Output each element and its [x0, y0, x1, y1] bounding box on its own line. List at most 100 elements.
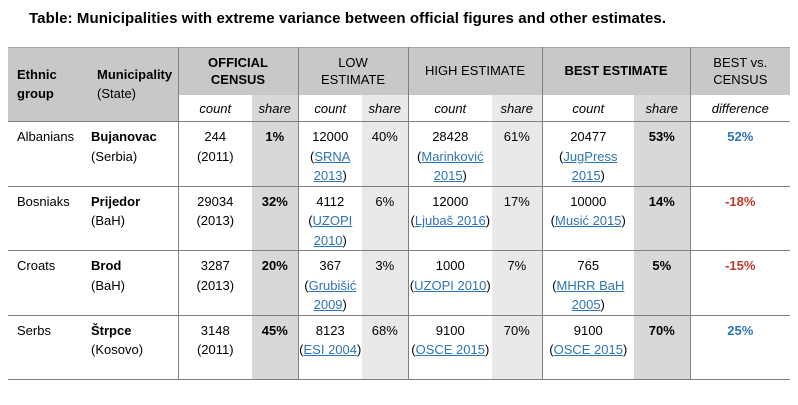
header-ethnic-group: Ethnic group	[8, 47, 88, 122]
low-source-link[interactable]: ESI 2004	[303, 342, 358, 357]
count-value: 765	[577, 258, 600, 273]
high-source-link[interactable]: OSCE 2015	[415, 342, 485, 357]
source-citation: (OSCE 2015)	[549, 342, 628, 357]
high-share-cell: 70%	[492, 314, 543, 379]
low-count-cell: 4112 (UZOPI 2010)	[297, 185, 362, 251]
table-row: Serbs Štrpce (Kosovo) 3148 (2011) 45% 8123 (ESI…	[8, 314, 791, 379]
low-share-cell: 6%	[362, 185, 409, 251]
official-count-cell: 29034 (2013)	[177, 185, 252, 251]
high-source-link[interactable]: Marinković 2015	[421, 148, 484, 184]
table-row: Croats Brod (BaH) 3287 (2013) 20% 367 (Grubišić…	[8, 250, 791, 315]
municipality-state: (Serbia)	[91, 148, 138, 164]
best-count-cell: 10000 (Musić 2015)	[541, 185, 635, 251]
subheader-official-share: share	[252, 95, 298, 122]
high-source-link[interactable]: Ljubaš 2016	[414, 213, 486, 228]
best-source-link[interactable]: JugPress 2015	[563, 148, 618, 184]
low-share-cell: 3%	[362, 250, 409, 315]
municipality-cell: Štrpce (Kosovo)	[88, 314, 178, 379]
header-high-estimate: HIGH ESTIMATE	[407, 47, 543, 95]
header-best-vs-census: BEST vs. CENSUS	[689, 47, 791, 95]
source-citation: (SRNA 2013)	[310, 148, 351, 184]
source-citation: (Musić 2015)	[550, 213, 626, 228]
header-sub-row: count share count share count share coun…	[8, 95, 791, 122]
difference-cell: -18%	[689, 185, 791, 251]
table-body: Albanians Bujanovac (Serbia) 244 (2011) 1% 120…	[8, 121, 791, 379]
source-citation: (UZOPI 2010)	[409, 277, 491, 293]
high-source-link[interactable]: UZOPI 2010	[414, 277, 487, 293]
source-citation: (UZOPI 2010)	[308, 213, 353, 248]
low-source-link[interactable]: Grubišić 2009	[308, 277, 357, 313]
high-count-cell: 9100 (OSCE 2015)	[407, 314, 493, 379]
count-value: 9100	[573, 322, 603, 338]
municipality-state: (BaH)	[91, 277, 125, 293]
low-count-cell: 12000 (SRNA 2013)	[297, 121, 362, 186]
count-value: 4112	[316, 193, 345, 209]
census-year: (2011)	[196, 148, 234, 164]
municipality-name: Bujanovac	[91, 129, 157, 144]
best-share-cell: 53%	[634, 121, 691, 186]
best-share-cell: 14%	[634, 185, 691, 251]
header-state-label: (State)	[97, 85, 137, 101]
count-value: 3287	[200, 258, 230, 273]
high-share-cell: 7%	[492, 250, 543, 315]
ethnic-group-cell: Croats	[8, 250, 88, 315]
difference-cell: 52%	[689, 121, 791, 186]
header-municipality-label: Municipality	[97, 66, 173, 82]
low-source-link[interactable]: UZOPI 2010	[312, 213, 353, 248]
census-year: (2011)	[196, 342, 234, 357]
count-value: 1000	[435, 258, 465, 273]
table-row: Bosniaks Prijedor (BaH) 29034 (2013) 32% 4112 (…	[8, 185, 791, 251]
census-year: (2013)	[196, 277, 235, 293]
source-citation: (JugPress 2015)	[558, 148, 618, 184]
municipality-name: Brod	[91, 258, 122, 273]
municipality-name: Štrpce	[91, 322, 132, 338]
official-share-cell: 20%	[252, 250, 298, 315]
ethnic-group-cell: Bosniaks	[8, 185, 88, 251]
official-share-cell: 1%	[252, 121, 298, 186]
subheader-difference: difference	[689, 95, 791, 122]
count-value: 20477	[570, 129, 607, 144]
header-official-census: OFFICIAL CENSUS	[177, 47, 298, 95]
municipality-cell: Bujanovac (Serbia)	[88, 121, 178, 186]
low-share-cell: 68%	[362, 314, 409, 379]
subheader-best-share: share	[634, 95, 691, 122]
low-source-link[interactable]: SRNA 2013	[313, 148, 351, 184]
municipality-name: Prijedor	[91, 193, 141, 209]
best-count-cell: 765 (MHRR BaH 2005)	[541, 250, 635, 315]
header-best-estimate: BEST ESTIMATE	[541, 47, 691, 95]
subheader-best-count: count	[541, 95, 635, 122]
subheader-high-count: count	[407, 95, 493, 122]
count-value: 8123	[315, 322, 345, 338]
best-share-cell: 5%	[634, 250, 691, 315]
source-citation: (Ljubaš 2016)	[410, 213, 491, 228]
subheader-low-share: share	[362, 95, 409, 122]
header-low-estimate: LOW ESTIMATE	[297, 47, 409, 95]
source-citation: (OSCE 2015)	[411, 342, 490, 357]
municipalities-table: Ethnic group Municipality (State) OFFICI…	[8, 47, 791, 380]
header-group-row: Ethnic group Municipality (State) OFFICI…	[8, 47, 791, 122]
official-share-cell: 45%	[252, 314, 298, 379]
high-count-cell: 12000 (Ljubaš 2016)	[407, 185, 493, 251]
best-source-link[interactable]: MHRR BaH 2005	[556, 277, 625, 313]
count-value: 29034	[197, 193, 234, 209]
count-value: 28428	[432, 129, 469, 144]
source-citation: (Grubišić 2009)	[304, 277, 357, 313]
municipality-cell: Prijedor (BaH)	[88, 185, 178, 251]
count-value: 12000	[432, 193, 469, 209]
low-share-cell: 40%	[362, 121, 409, 186]
count-value: 3148	[200, 322, 230, 338]
count-value: 367	[319, 258, 342, 273]
ethnic-group-cell: Serbs	[8, 314, 88, 379]
low-count-cell: 367 (Grubišić 2009)	[297, 250, 362, 315]
best-source-link[interactable]: OSCE 2015	[553, 342, 623, 357]
high-count-cell: 1000 (UZOPI 2010)	[407, 250, 493, 315]
header-municipality: Municipality (State)	[88, 47, 178, 122]
best-count-cell: 20477 (JugPress 2015)	[541, 121, 635, 186]
municipality-cell: Brod (BaH)	[88, 250, 178, 315]
best-source-link[interactable]: Musić 2015	[555, 213, 622, 228]
official-count-cell: 3287 (2013)	[177, 250, 252, 315]
low-count-cell: 8123 (ESI 2004)	[297, 314, 362, 379]
count-value: 12000	[312, 129, 349, 144]
table-title: Table: Municipalities with extreme varia…	[29, 10, 667, 27]
source-citation: (Marinković 2015)	[417, 148, 484, 184]
